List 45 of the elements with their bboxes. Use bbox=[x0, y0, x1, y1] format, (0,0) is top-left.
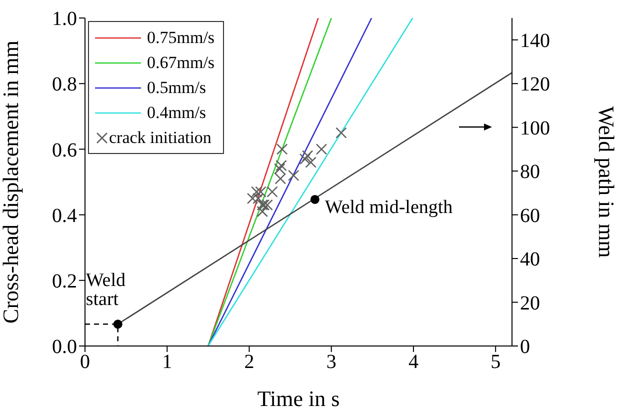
y2-tick-label: 20 bbox=[520, 292, 540, 314]
point bbox=[256, 206, 268, 218]
x-axis-title: Time in s bbox=[257, 386, 340, 411]
point bbox=[302, 150, 314, 162]
y2-tick-label: 0 bbox=[520, 336, 530, 358]
y2-tick-label: 120 bbox=[520, 74, 550, 96]
point bbox=[316, 144, 328, 155]
y2-axis-title: Weld path in mm bbox=[594, 106, 617, 258]
y-tick-label: 0.2 bbox=[52, 270, 77, 292]
y-tick-label: 1.0 bbox=[52, 8, 77, 30]
point bbox=[288, 170, 300, 182]
point bbox=[274, 173, 286, 184]
y2-tick-label: 40 bbox=[520, 248, 540, 271]
y2-tick-label: 140 bbox=[520, 30, 550, 52]
legend-label: 0.67mm/s bbox=[147, 52, 215, 72]
y-tick-label: 0.6 bbox=[52, 139, 77, 162]
x-tick-label: 4 bbox=[408, 351, 418, 374]
y2-tick-label: 100 bbox=[520, 117, 550, 140]
x-tick-label: 0 bbox=[80, 351, 90, 374]
annotation: Weld start bbox=[86, 270, 126, 310]
point bbox=[276, 160, 287, 172]
point bbox=[305, 156, 316, 168]
x-tick-label: 3 bbox=[326, 351, 336, 374]
legend-label: 0.4mm/s bbox=[147, 102, 206, 122]
y-tick-label: 0.8 bbox=[52, 74, 77, 96]
annotation: Weld mid-length bbox=[324, 197, 454, 218]
point bbox=[262, 199, 273, 211]
y-axis-title: Cross-head displacement in mm bbox=[0, 40, 23, 324]
x-tick-label: 2 bbox=[244, 351, 254, 374]
y-tick-label: 0.0 bbox=[52, 336, 77, 358]
point bbox=[250, 186, 262, 198]
legend-label: 0.5mm/s bbox=[147, 78, 206, 98]
y-tick-label: 0.4 bbox=[52, 204, 77, 227]
point bbox=[252, 192, 264, 204]
x-tick-label: 1 bbox=[162, 351, 172, 374]
point bbox=[246, 192, 258, 204]
point bbox=[274, 163, 286, 175]
point bbox=[276, 144, 288, 155]
legend-label: 0.75mm/s bbox=[147, 28, 215, 48]
legend-label: crack initiation bbox=[109, 128, 212, 148]
point bbox=[336, 127, 347, 138]
y2-tick-label: 80 bbox=[520, 161, 540, 184]
x-tick-label: 5 bbox=[490, 351, 501, 374]
y2-tick-label: 60 bbox=[520, 204, 540, 227]
point bbox=[299, 153, 311, 165]
